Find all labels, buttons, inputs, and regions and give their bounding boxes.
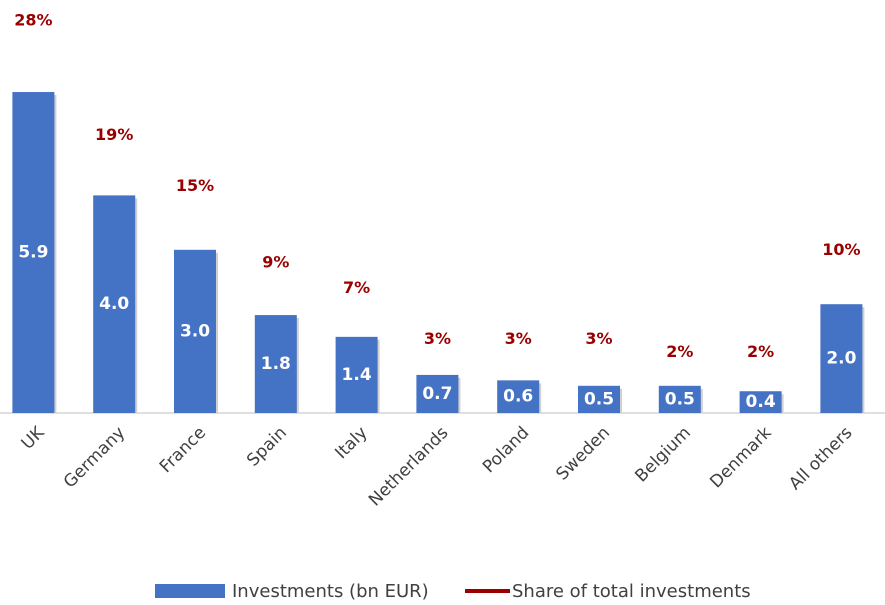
bar: [497, 380, 540, 413]
x-tick-label: Sweden: [552, 423, 614, 485]
bar-value-label: 0.5: [665, 389, 695, 409]
share-label: 3%: [424, 329, 451, 348]
bar: [578, 385, 620, 413]
share-line: [33, 37, 841, 369]
bar-value-label: 5.9: [18, 243, 48, 263]
bar-value-label: 1.8: [261, 354, 291, 374]
share-label: 15%: [176, 176, 214, 195]
x-tick-label: Belgium: [631, 423, 694, 486]
bar-value-label: 0.5: [584, 389, 614, 409]
share-label: 2%: [666, 342, 693, 361]
bar-value-label: 4.0: [99, 294, 129, 314]
x-tick-label: Poland: [479, 423, 533, 477]
bar: [93, 195, 136, 413]
legend-label: Share of total investments: [512, 581, 751, 602]
legend-swatch: [155, 584, 225, 598]
x-tick-label: UK: [18, 422, 49, 453]
bar: [658, 385, 701, 413]
bar: [739, 391, 782, 413]
x-tick-label: Germany: [60, 423, 129, 492]
bar: [12, 92, 55, 413]
share-label: 10%: [822, 240, 860, 259]
share-label: 2%: [747, 342, 774, 361]
bar: [820, 304, 863, 413]
bar: [174, 249, 216, 413]
bar-value-label: 0.7: [422, 384, 452, 404]
x-tick-label: Denmark: [706, 423, 776, 493]
bar-value-label: 0.6: [503, 387, 533, 407]
share-label: 7%: [343, 278, 370, 297]
x-tick-label: Italy: [331, 423, 371, 463]
bar: [416, 374, 459, 413]
share-label: 9%: [262, 253, 289, 272]
x-tick-label: All others: [785, 423, 856, 494]
share-label: 3%: [585, 329, 612, 348]
bar-value-label: 1.4: [342, 365, 372, 385]
share-label: 28%: [14, 10, 52, 29]
x-tick-label: France: [156, 423, 210, 477]
bar: [335, 336, 378, 413]
bar: [254, 315, 297, 413]
share-label: 3%: [505, 329, 532, 348]
bar-value-label: 3.0: [180, 321, 210, 341]
legend-label: Investments (bn EUR): [232, 581, 429, 602]
x-tick-label: Netherlands: [365, 423, 453, 511]
bar-value-label: 0.4: [746, 392, 776, 412]
share-label: 19%: [95, 125, 133, 144]
bar-value-label: 2.0: [826, 349, 856, 369]
x-tick-label: Spain: [243, 423, 291, 471]
